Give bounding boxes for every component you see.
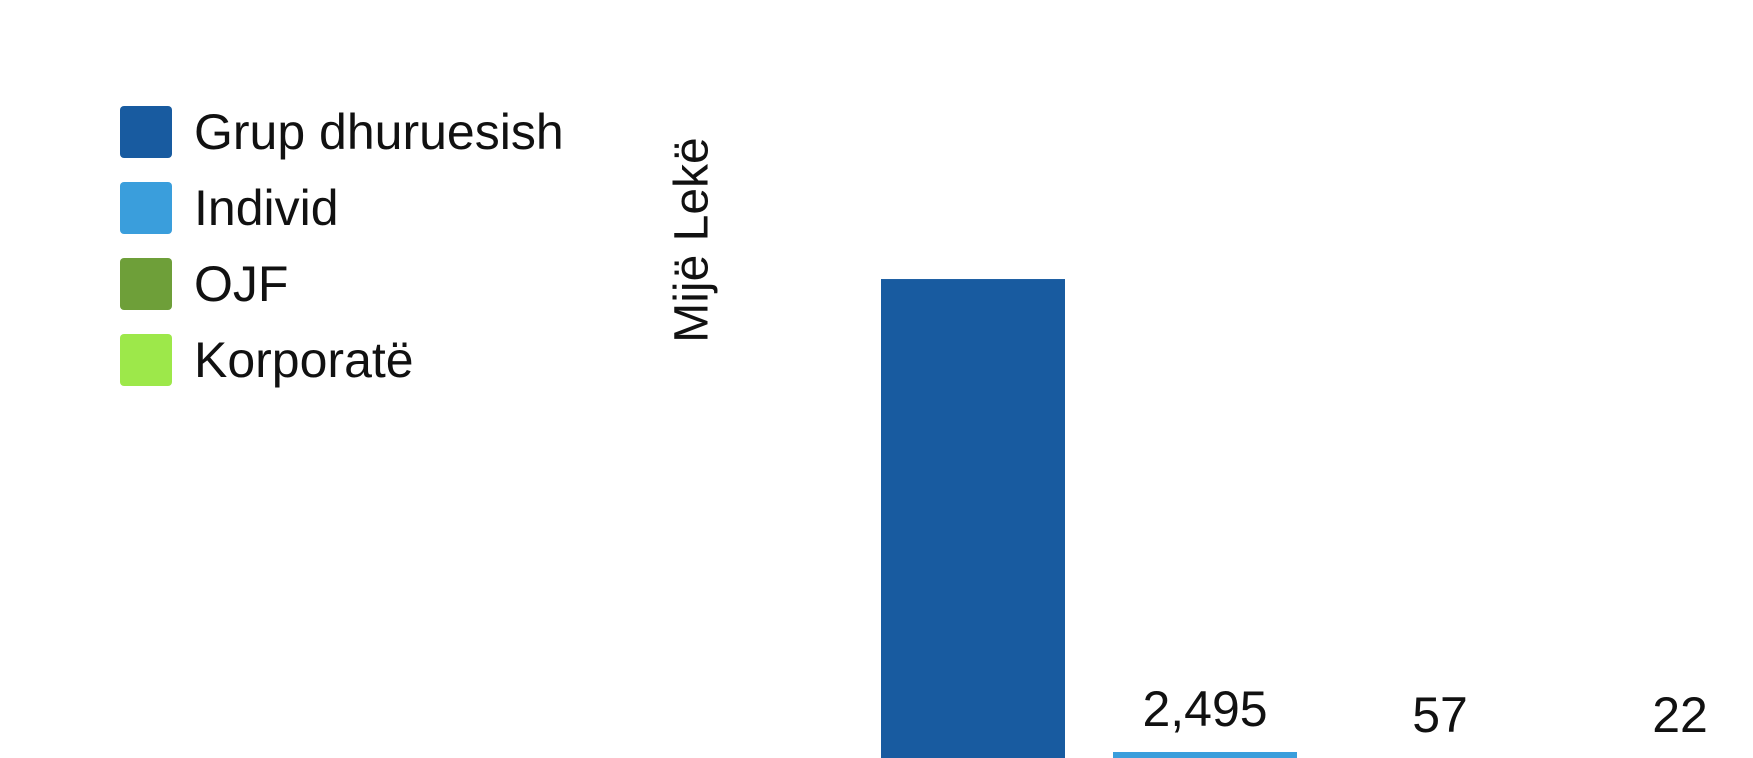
legend-swatch [120,182,172,234]
legend-swatch [120,258,172,310]
data-label-3: 22 [1652,687,1708,743]
legend-swatch [120,334,172,386]
legend-item-individ: Individ [120,170,564,246]
legend-item-korporate: Korporatë [120,322,564,398]
data-label-1: 2,495 [1142,681,1267,737]
chart-legend: Grup dhuruesish Individ OJF Korporatë [120,94,564,398]
legend-item-ojf: OJF [120,246,564,322]
legend-item-grup-dhuruesish: Grup dhuruesish [120,94,564,170]
legend-label: OJF [194,256,289,312]
legend-swatch [120,106,172,158]
legend-label: Grup dhuruesish [194,104,564,160]
bar-1 [1113,752,1297,758]
data-label-2: 57 [1412,687,1468,743]
bar-0 [881,279,1065,758]
legend-label: Individ [194,180,339,236]
legend-label: Korporatë [194,332,414,388]
